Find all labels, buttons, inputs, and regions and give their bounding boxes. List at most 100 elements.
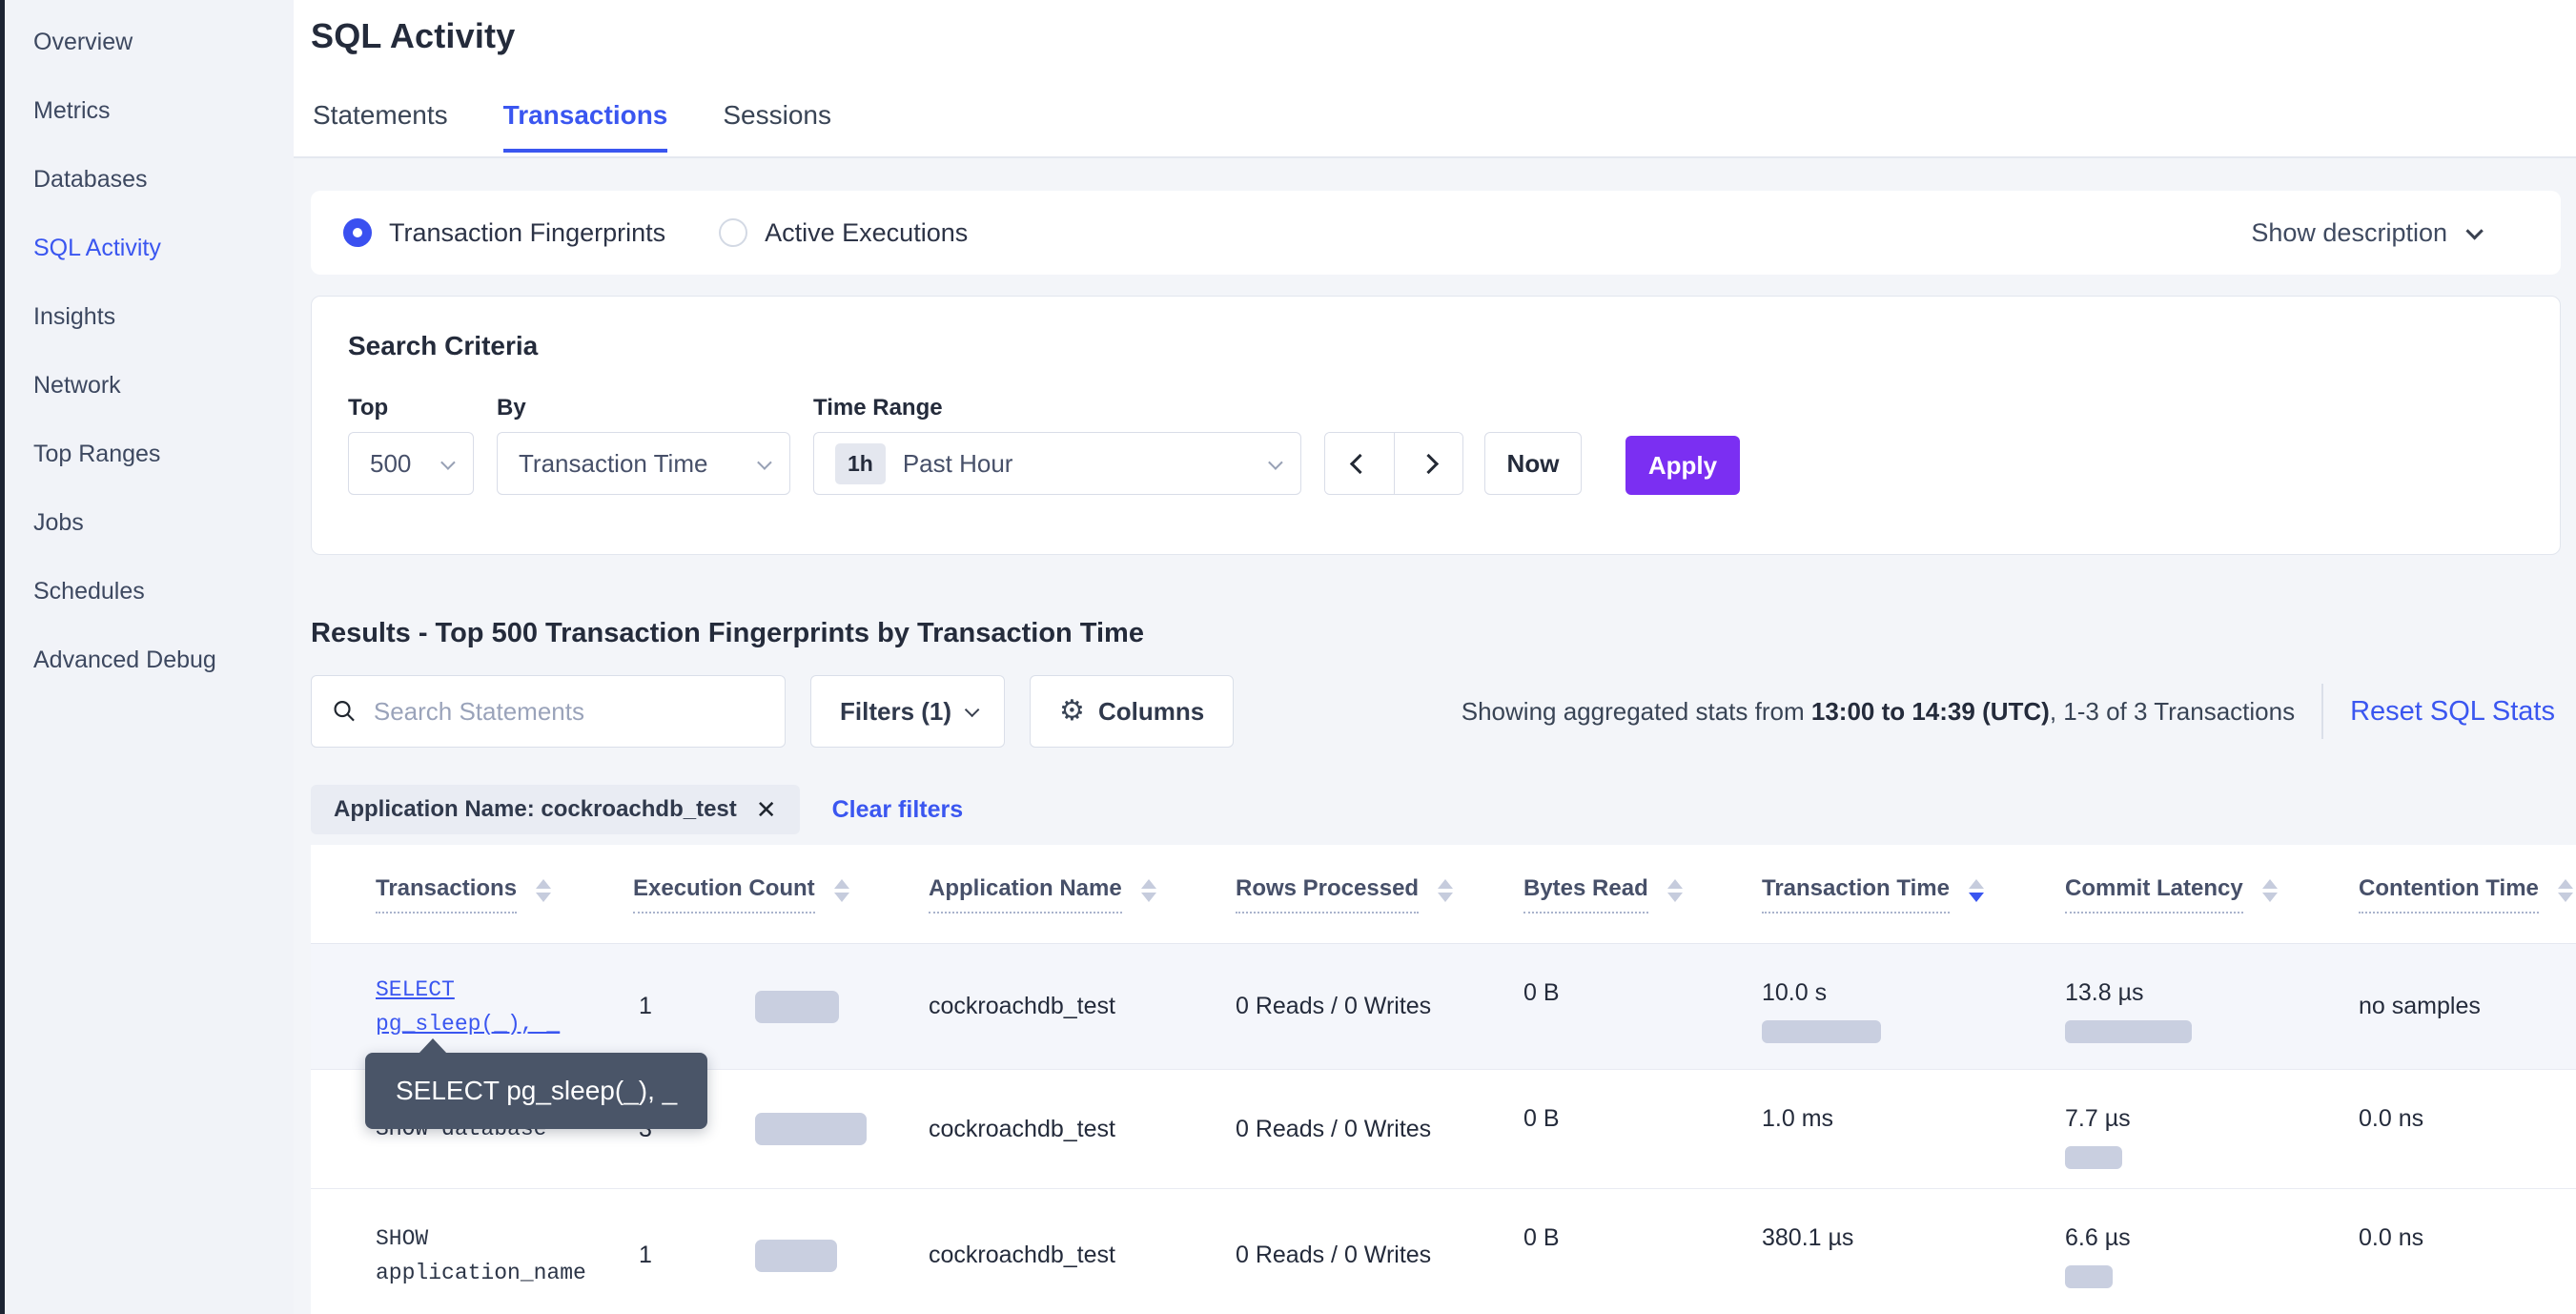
sidebar-item-top-ranges[interactable]: Top Ranges — [33, 440, 161, 467]
radio-active-executions[interactable]: Active Executions — [719, 218, 968, 248]
sidebar-item-schedules[interactable]: Schedules — [33, 577, 145, 605]
commit-latency-cell: 7.7 µs — [2065, 1070, 2359, 1169]
table-row[interactable]: SHOW application_name 1 cockroachdb_test… — [311, 1189, 2576, 1314]
radio-unselected-icon[interactable] — [719, 218, 748, 247]
column-header-label[interactable]: Commit Latency — [2065, 875, 2243, 914]
search-box[interactable] — [311, 675, 786, 748]
time-range-label: Time Range — [813, 395, 943, 421]
now-button[interactable]: Now — [1484, 432, 1582, 495]
filters-button[interactable]: Filters (1) — [810, 675, 1006, 748]
rows-processed-value: 0 Reads / 0 Writes — [1236, 1115, 1432, 1142]
search-input[interactable] — [373, 696, 766, 727]
sidebar-item-network[interactable]: Network — [33, 371, 121, 399]
filter-chip-application-name[interactable]: Application Name: cockroachdb_test ✕ — [311, 785, 800, 834]
chevron-right-icon — [1418, 453, 1440, 474]
column-header-label[interactable]: Application Name — [929, 875, 1122, 914]
sidebar-item-insights[interactable]: Insights — [33, 302, 116, 330]
sort-icon[interactable] — [536, 878, 552, 910]
results-toolbar: Filters (1) ⚙ Columns Showing aggregated… — [311, 675, 2561, 748]
sidebar-item-sql-activity[interactable]: SQL Activity — [33, 234, 161, 261]
tab-statements[interactable]: Statements — [313, 100, 448, 130]
column-header-label[interactable]: Bytes Read — [1523, 875, 1648, 914]
previous-time-window-button[interactable] — [1325, 433, 1394, 494]
gear-icon: ⚙ — [1059, 695, 1085, 727]
search-criteria-controls: Top 500 By Transaction Time — [348, 394, 2524, 495]
chevron-left-icon — [1349, 453, 1370, 474]
contention-time-value: 0.0 ns — [2359, 1224, 2424, 1251]
column-header-bytes-read[interactable]: Bytes Read — [1523, 875, 1762, 914]
remove-filter-icon[interactable]: ✕ — [755, 794, 777, 824]
show-description-toggle[interactable]: Show description — [2251, 218, 2528, 248]
commit-latency-bar — [2065, 1265, 2113, 1288]
application-name-value: cockroachdb_test — [929, 1242, 1115, 1268]
table-row[interactable]: SELECT pg_sleep(_), _ 1 cockroachdb_test… — [311, 944, 2576, 1070]
column-header-application-name[interactable]: Application Name — [929, 875, 1236, 914]
rows-processed-value: 0 Reads / 0 Writes — [1236, 993, 1432, 1019]
stats-time-range: 13:00 to 14:39 (UTC) — [1810, 696, 2050, 726]
by-select[interactable]: Transaction Time — [497, 432, 790, 495]
sort-icon[interactable] — [2261, 878, 2278, 910]
commit-latency-bar — [2065, 1146, 2122, 1169]
time-range-select[interactable]: 1h Past Hour — [813, 432, 1301, 495]
filters-label: Filters (1) — [840, 696, 952, 726]
sort-icon[interactable] — [1438, 878, 1454, 910]
content-area: Transaction Fingerprints Active Executio… — [294, 158, 2576, 1314]
column-header-commit-latency[interactable]: Commit Latency — [2065, 875, 2359, 914]
transaction-time-cell: 380.1 µs — [1762, 1189, 2065, 1254]
page-header: SQL Activity Statements Transactions Ses… — [294, 0, 2576, 158]
transaction-fingerprint-link[interactable]: SELECT pg_sleep(_), _ — [376, 976, 561, 1037]
column-header-label[interactable]: Transaction Time — [1762, 875, 1950, 914]
apply-button[interactable]: Apply — [1625, 436, 1740, 495]
column-header-transaction-time[interactable]: Transaction Time — [1762, 875, 2065, 914]
columns-button[interactable]: ⚙ Columns — [1030, 675, 1235, 748]
column-header-contention-time[interactable]: Contention Time — [2359, 875, 2576, 914]
active-filters-row: Application Name: cockroachdb_test ✕ Cle… — [311, 785, 2561, 834]
by-select-value: Transaction Time — [519, 448, 708, 478]
commit-latency-value: 6.6 µs — [2065, 1224, 2131, 1251]
page-title: SQL Activity — [311, 16, 516, 55]
column-header-rows-processed[interactable]: Rows Processed — [1236, 875, 1523, 914]
sidebar-item-overview[interactable]: Overview — [33, 28, 133, 55]
by-field: By Transaction Time — [497, 394, 790, 495]
commit-latency-value: 13.8 µs — [2065, 979, 2144, 1006]
top-select-value: 500 — [370, 448, 412, 478]
window-left-edge — [0, 0, 5, 1314]
radio-selected-icon[interactable] — [343, 218, 372, 247]
radio-label: Active Executions — [765, 217, 969, 247]
commit-latency-bar — [2065, 1020, 2192, 1043]
contention-time-value: 0.0 ns — [2359, 1105, 2424, 1132]
search-icon — [334, 701, 355, 722]
sidebar-item-metrics[interactable]: Metrics — [33, 96, 111, 124]
sort-icon[interactable] — [1968, 878, 1984, 910]
top-select[interactable]: 500 — [348, 432, 474, 495]
time-range-badge: 1h — [835, 442, 886, 484]
clear-filters-link[interactable]: Clear filters — [831, 795, 964, 823]
transaction-time-value: 1.0 ms — [1762, 1105, 1834, 1132]
sidebar-item-databases[interactable]: Databases — [33, 165, 148, 193]
sort-icon[interactable] — [1666, 878, 1683, 910]
column-header-label[interactable]: Rows Processed — [1236, 875, 1420, 914]
tab-transactions[interactable]: Transactions — [502, 99, 668, 153]
column-header-transactions[interactable]: Transactions — [376, 875, 633, 914]
next-time-window-button[interactable] — [1394, 433, 1462, 494]
column-header-label[interactable]: Contention Time — [2359, 875, 2539, 914]
aggregated-stats-text: Showing aggregated stats from 13:00 to 1… — [1461, 696, 2296, 726]
time-range-field: Time Range 1h Past Hour — [813, 394, 1301, 495]
sidebar-item-advanced-debug[interactable]: Advanced Debug — [33, 646, 216, 673]
radio-transaction-fingerprints[interactable]: Transaction Fingerprints — [343, 218, 665, 248]
sort-icon[interactable] — [833, 878, 849, 910]
sort-icon[interactable] — [2557, 878, 2573, 910]
transaction-fingerprint-text[interactable]: SHOW application_name — [376, 1225, 586, 1285]
tab-sessions[interactable]: Sessions — [723, 100, 831, 130]
reset-sql-stats-link[interactable]: Reset SQL Stats — [2350, 695, 2555, 727]
column-header-execution-count[interactable]: Execution Count — [633, 875, 929, 914]
view-toggle-card: Transaction Fingerprints Active Executio… — [311, 191, 2561, 275]
filter-chip-label: Application Name: cockroachdb_test — [334, 796, 737, 822]
column-header-label[interactable]: Execution Count — [633, 875, 815, 914]
sort-icon[interactable] — [1140, 878, 1156, 910]
commit-latency-cell: 13.8 µs — [2065, 944, 2359, 1043]
transaction-time-cell: 1.0 ms — [1762, 1070, 2065, 1135]
vertical-divider — [2321, 684, 2324, 739]
sidebar-item-jobs[interactable]: Jobs — [33, 508, 84, 536]
column-header-label[interactable]: Transactions — [376, 875, 518, 914]
